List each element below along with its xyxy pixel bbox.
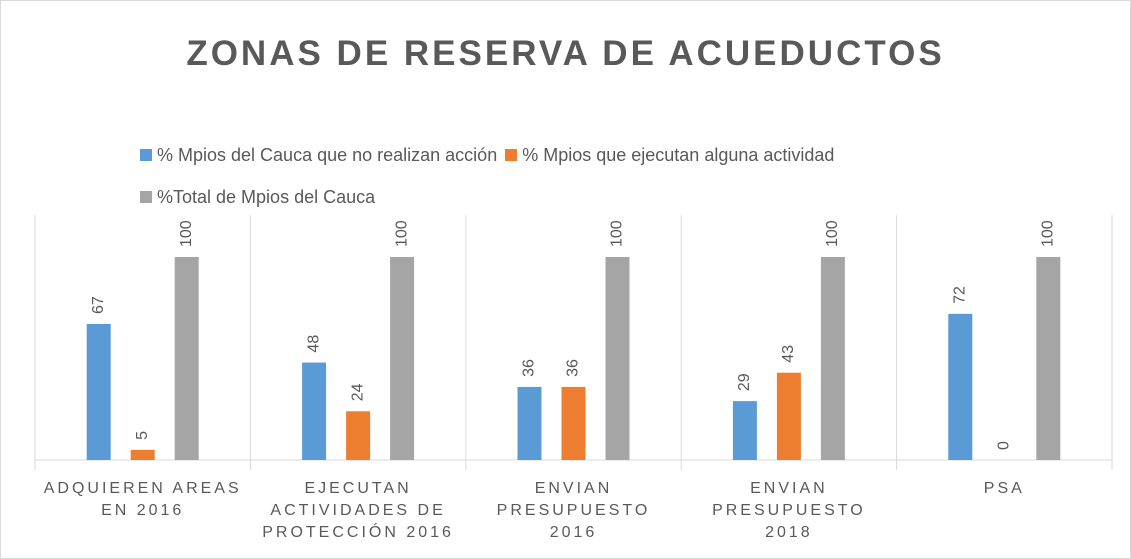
x-tick-label: ENVIAN PRESUPUESTO 2016 bbox=[496, 480, 651, 541]
bar bbox=[732, 401, 757, 460]
bar bbox=[390, 257, 415, 460]
data-label: 100 bbox=[178, 220, 195, 247]
legend-item: % Mpios que ejecutan alguna actividad bbox=[505, 142, 834, 168]
bar bbox=[130, 449, 155, 460]
bar bbox=[302, 362, 327, 460]
bar bbox=[346, 411, 371, 460]
x-tick-label: ENVIAN PRESUPUESTO 2018 bbox=[712, 480, 866, 541]
data-label: 100 bbox=[824, 220, 841, 247]
bar bbox=[1036, 257, 1061, 460]
data-label: 67 bbox=[90, 296, 107, 314]
bar bbox=[517, 386, 542, 460]
data-label: 100 bbox=[393, 220, 410, 247]
bar bbox=[561, 386, 586, 460]
data-label: 36 bbox=[565, 359, 582, 377]
data-label: 24 bbox=[349, 383, 366, 401]
x-tick-label: PSA bbox=[983, 480, 1025, 497]
legend: % Mpios del Cauca que no realizan acción… bbox=[140, 142, 1010, 210]
bar bbox=[948, 313, 973, 460]
legend-item: %Total de Mpios del Cauca bbox=[140, 184, 375, 210]
bar bbox=[174, 257, 199, 460]
bar bbox=[605, 257, 630, 460]
legend-label: % Mpios que ejecutan alguna actividad bbox=[522, 144, 835, 165]
x-tick-label: EJECUTAN ACTIVIDADES DE PROTECCIÓN 2016 bbox=[262, 480, 454, 541]
data-label: 100 bbox=[609, 220, 626, 247]
data-label: 29 bbox=[736, 373, 753, 391]
legend-swatch bbox=[140, 149, 152, 161]
data-label: 48 bbox=[305, 335, 322, 353]
data-label: 36 bbox=[521, 359, 538, 377]
x-tick-label: ADQUIEREN AREAS EN 2016 bbox=[43, 480, 242, 519]
bar bbox=[820, 257, 845, 460]
legend-swatch bbox=[505, 149, 518, 161]
legend-label: %Total de Mpios del Cauca bbox=[157, 186, 376, 207]
bar bbox=[776, 372, 801, 460]
chart-title: ZONAS DE RESERVA DE ACUEDUCTOS bbox=[186, 34, 945, 73]
data-label: 100 bbox=[1040, 220, 1057, 247]
data-label: 43 bbox=[780, 345, 797, 363]
bar bbox=[86, 323, 111, 460]
data-label: 72 bbox=[952, 286, 969, 304]
data-label: 0 bbox=[996, 441, 1013, 450]
data-label: 5 bbox=[134, 431, 151, 440]
legend-label: % Mpios del Cauca que no realizan acción bbox=[157, 144, 498, 165]
legend-item: % Mpios del Cauca que no realizan acción bbox=[140, 142, 497, 168]
legend-swatch bbox=[140, 191, 152, 203]
